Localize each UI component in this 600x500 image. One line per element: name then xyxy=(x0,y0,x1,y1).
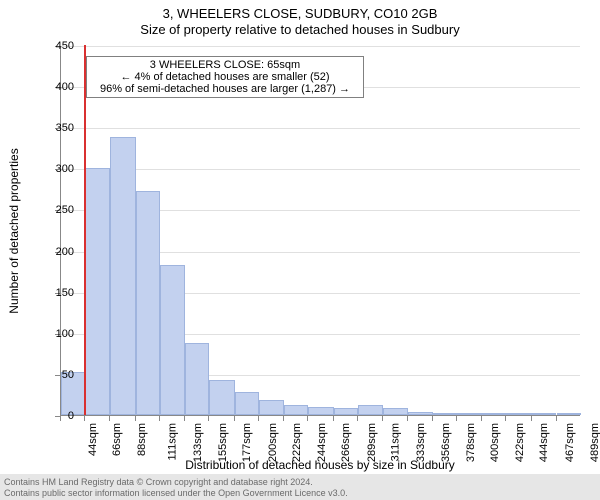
plot-area-wrap xyxy=(60,46,580,416)
gridline xyxy=(61,128,580,129)
histogram-bar xyxy=(136,191,160,415)
histogram-bar xyxy=(85,168,109,415)
xtick-mark xyxy=(109,416,110,421)
xtick-label: 44sqm xyxy=(87,423,99,456)
histogram-bar xyxy=(185,343,209,415)
histogram-bar xyxy=(259,400,283,415)
histogram-bar xyxy=(209,380,235,415)
xtick-label: 333sqm xyxy=(415,423,427,462)
xtick-mark xyxy=(307,416,308,421)
histogram-bar xyxy=(557,413,581,415)
marker-line xyxy=(84,45,86,415)
xtick-label: 378sqm xyxy=(465,423,477,462)
xtick-mark xyxy=(184,416,185,421)
plot-area xyxy=(60,46,580,416)
xtick-mark xyxy=(234,416,235,421)
chart-container: { "title": { "line1": "3, WHEELERS CLOSE… xyxy=(0,0,600,500)
xtick-label: 422sqm xyxy=(514,423,526,462)
xtick-label: 467sqm xyxy=(564,423,576,462)
ytick-label: 300 xyxy=(34,163,74,175)
xtick-label: 111sqm xyxy=(166,423,178,461)
annotation-line1: 3 WHEELERS CLOSE: 65sqm xyxy=(93,59,357,71)
attribution-footer: Contains HM Land Registry data © Crown c… xyxy=(0,474,600,500)
gridline xyxy=(61,46,580,47)
ytick-label: 100 xyxy=(34,328,74,340)
xtick-mark xyxy=(283,416,284,421)
histogram-bar xyxy=(284,405,308,415)
xtick-mark xyxy=(333,416,334,421)
histogram-bar xyxy=(334,408,358,415)
ytick-label: 200 xyxy=(34,246,74,258)
histogram-bar xyxy=(457,413,481,415)
xtick-label: 244sqm xyxy=(316,423,328,462)
annotation-box: 3 WHEELERS CLOSE: 65sqm ← 4% of detached… xyxy=(86,56,364,98)
gridline xyxy=(61,169,580,170)
xtick-mark xyxy=(258,416,259,421)
chart-title-line1: 3, WHEELERS CLOSE, SUDBURY, CO10 2GB xyxy=(0,6,600,22)
footer-line1: Contains HM Land Registry data © Crown c… xyxy=(4,477,596,487)
xtick-label: 311sqm xyxy=(390,423,402,461)
ytick-label: 400 xyxy=(34,81,74,93)
xtick-mark xyxy=(159,416,160,421)
ytick-label: 350 xyxy=(34,122,74,134)
histogram-bar xyxy=(308,407,334,415)
plot-inner xyxy=(60,46,580,416)
histogram-bar xyxy=(383,408,409,415)
xtick-label: 266sqm xyxy=(340,423,352,462)
histogram-bar xyxy=(506,413,532,415)
xtick-label: 222sqm xyxy=(291,423,303,462)
xtick-mark xyxy=(432,416,433,421)
xtick-label: 400sqm xyxy=(490,423,502,462)
annotation-line2: ← 4% of detached houses are smaller (52) xyxy=(93,71,357,83)
histogram-bar xyxy=(482,413,506,415)
xtick-mark xyxy=(357,416,358,421)
xtick-mark xyxy=(407,416,408,421)
xtick-mark xyxy=(84,416,85,421)
xtick-mark xyxy=(531,416,532,421)
ytick-label: 0 xyxy=(34,410,74,422)
xtick-label: 356sqm xyxy=(441,423,453,462)
y-axis-label: Number of detached properties xyxy=(7,148,21,313)
xtick-label: 66sqm xyxy=(112,423,124,456)
xtick-mark xyxy=(382,416,383,421)
xtick-label: 200sqm xyxy=(267,423,279,462)
xtick-label: 133sqm xyxy=(192,423,204,462)
xtick-mark xyxy=(135,416,136,421)
xtick-mark xyxy=(208,416,209,421)
xtick-mark xyxy=(456,416,457,421)
xtick-label: 444sqm xyxy=(539,423,551,462)
xtick-label: 155sqm xyxy=(217,423,229,462)
y-axis-label-wrap: Number of detached properties xyxy=(6,46,22,416)
xtick-label: 177sqm xyxy=(241,423,253,462)
xtick-mark xyxy=(505,416,506,421)
ytick-label: 150 xyxy=(34,287,74,299)
xtick-label: 88sqm xyxy=(136,423,148,456)
annotation-line3: 96% of semi-detached houses are larger (… xyxy=(93,83,357,95)
histogram-bar xyxy=(358,405,382,415)
histogram-bar xyxy=(532,413,556,415)
xtick-label: 489sqm xyxy=(589,423,600,462)
histogram-bar xyxy=(235,392,259,415)
footer-line2: Contains public sector information licen… xyxy=(4,488,596,498)
chart-title-line2: Size of property relative to detached ho… xyxy=(0,22,600,38)
xtick-mark xyxy=(481,416,482,421)
histogram-bar xyxy=(110,137,136,415)
histogram-bar xyxy=(160,265,184,415)
ytick-label: 450 xyxy=(34,40,74,52)
chart-titles: 3, WHEELERS CLOSE, SUDBURY, CO10 2GB Siz… xyxy=(0,0,600,39)
ytick-label: 250 xyxy=(34,204,74,216)
histogram-bar xyxy=(408,412,432,415)
xtick-label: 289sqm xyxy=(366,423,378,462)
ytick-label: 50 xyxy=(34,369,74,381)
xtick-mark xyxy=(556,416,557,421)
histogram-bar xyxy=(433,413,457,415)
